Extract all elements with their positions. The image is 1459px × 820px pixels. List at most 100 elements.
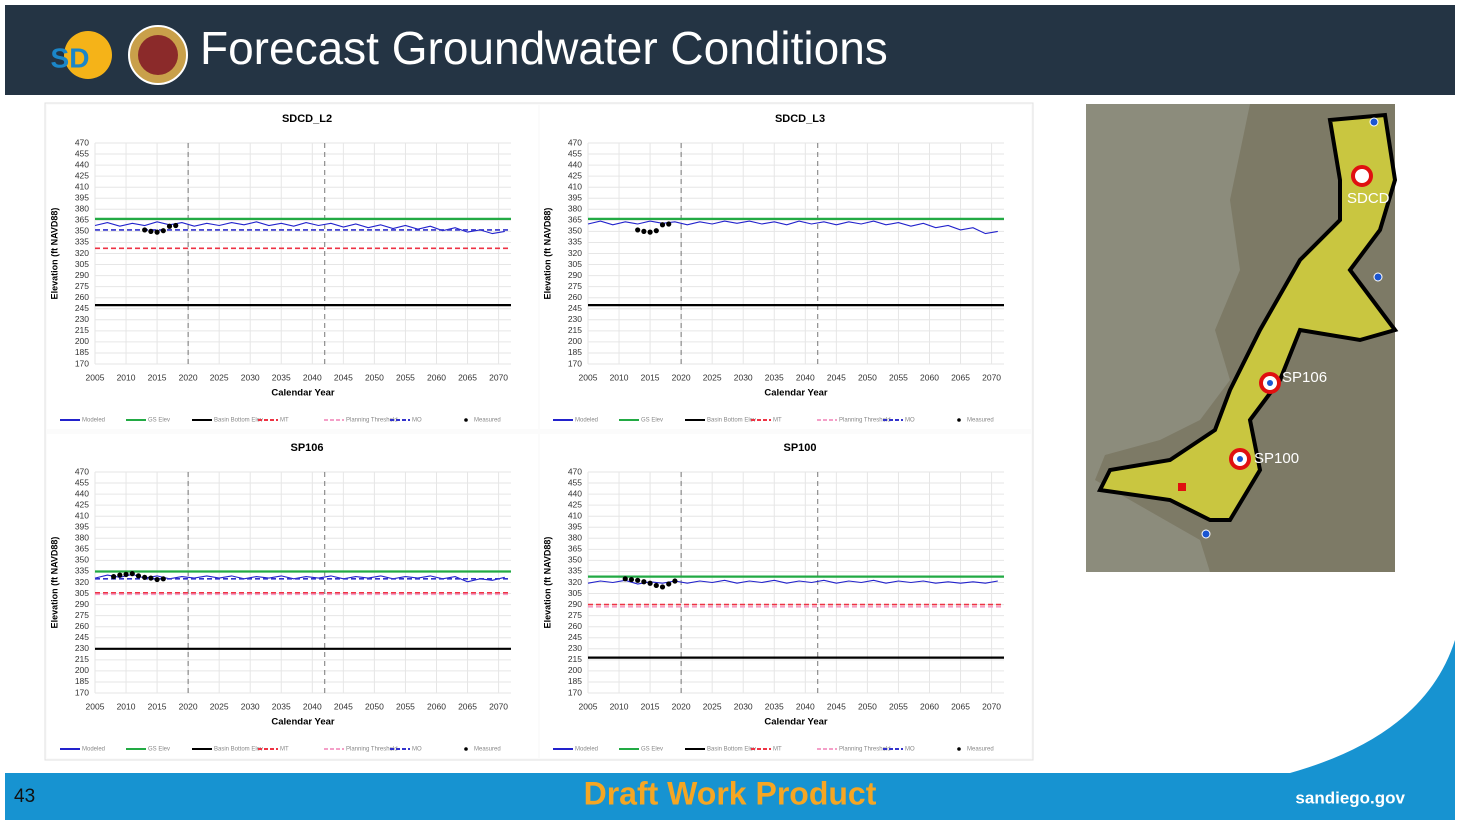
x-tick-label: 2070 xyxy=(982,701,1001,711)
y-tick-label: 185 xyxy=(568,347,582,357)
y-tick-label: 260 xyxy=(75,292,89,302)
x-axis-label: Calendar Year xyxy=(764,388,828,399)
x-tick-label: 2050 xyxy=(365,701,384,711)
header-bar xyxy=(5,5,1455,95)
site-dot xyxy=(1369,117,1379,127)
y-tick-label: 440 xyxy=(75,488,89,498)
y-tick-label: 335 xyxy=(568,566,582,576)
y-tick-label: 455 xyxy=(568,148,582,158)
legend-marker xyxy=(464,418,468,422)
x-tick-label: 2065 xyxy=(951,372,970,382)
measured-point xyxy=(154,576,160,583)
x-tick-label: 2070 xyxy=(489,701,508,711)
x-tick-label: 2020 xyxy=(672,701,691,711)
y-tick-label: 320 xyxy=(568,577,582,587)
y-tick-label: 290 xyxy=(75,270,89,280)
site-dot xyxy=(1201,529,1211,539)
well-dot xyxy=(1237,456,1243,462)
footer-swoosh xyxy=(1290,640,1455,773)
y-tick-label: 215 xyxy=(568,654,582,664)
measured-point xyxy=(622,576,628,582)
y-tick-label: 425 xyxy=(75,499,89,509)
y-tick-label: 320 xyxy=(75,248,89,258)
map-label: SP106 xyxy=(1282,369,1327,386)
legend-label: MO xyxy=(905,747,915,753)
measured-point xyxy=(659,584,666,590)
chart-background xyxy=(47,434,538,758)
site-url: sandiego.gov xyxy=(1295,788,1405,807)
x-tick-label: 2020 xyxy=(179,701,198,711)
legend-label: Modeled xyxy=(575,747,598,753)
legend-marker xyxy=(957,418,961,422)
y-tick-label: 215 xyxy=(568,325,582,335)
y-tick-label: 230 xyxy=(568,314,582,324)
map-label: SDCD xyxy=(1347,190,1390,207)
y-tick-label: 425 xyxy=(75,170,89,180)
y-tick-label: 305 xyxy=(75,259,89,269)
y-tick-label: 230 xyxy=(75,314,89,324)
legend-label: MT xyxy=(280,747,289,753)
measured-point xyxy=(666,221,672,227)
y-tick-label: 365 xyxy=(75,544,89,554)
logo-text: SD xyxy=(51,42,90,73)
chart: SP106 17018520021523024526027529030532033… xyxy=(47,434,538,758)
y-tick-label: 380 xyxy=(75,204,89,214)
y-tick-label: 245 xyxy=(75,632,89,642)
x-tick-label: 2025 xyxy=(210,372,229,382)
series-line xyxy=(587,579,998,585)
y-tick-label: 215 xyxy=(75,325,89,335)
y-tick-label: 245 xyxy=(568,303,582,313)
well-marker xyxy=(1351,165,1373,187)
x-tick-label: 2065 xyxy=(458,701,477,711)
y-tick-label: 170 xyxy=(75,687,89,697)
y-tick-label: 275 xyxy=(75,610,89,620)
measured-point xyxy=(666,581,672,587)
y-tick-label: 440 xyxy=(568,159,582,169)
y-tick-label: 335 xyxy=(75,237,89,247)
legend-label: Planning Threshold xyxy=(346,418,398,424)
measured-point xyxy=(154,229,160,235)
x-axis-label: Calendar Year xyxy=(764,717,828,728)
legend-label: Basin Bottom Elev xyxy=(214,747,263,753)
series-line xyxy=(94,221,505,235)
chart: SDCD_L3 170185200215230245260275290305320… xyxy=(540,105,1031,429)
x-tick-label: 2015 xyxy=(641,372,660,382)
x-tick-label: 2045 xyxy=(827,372,846,382)
x-tick-label: 2025 xyxy=(703,372,722,382)
y-tick-label: 425 xyxy=(568,170,582,180)
y-tick-label: 320 xyxy=(568,248,582,258)
y-tick-label: 440 xyxy=(75,159,89,169)
y-tick-label: 230 xyxy=(568,643,582,653)
x-tick-label: 2005 xyxy=(579,701,598,711)
legend-label: MO xyxy=(412,747,422,753)
legend-label: Planning Threshold xyxy=(839,418,891,424)
measured-point xyxy=(123,571,129,577)
legend-label: Measured xyxy=(967,418,994,424)
x-axis-label: Calendar Year xyxy=(271,717,335,728)
legend-label: Basin Bottom Elev xyxy=(214,418,263,424)
slide-title: Forecast Groundwater Conditions xyxy=(200,22,888,74)
x-tick-label: 2070 xyxy=(489,372,508,382)
y-tick-label: 245 xyxy=(568,632,582,642)
chart: SDCD_L2 170185200215230245260275290305320… xyxy=(47,105,538,429)
x-tick-label: 2005 xyxy=(86,701,105,711)
y-axis-label: Elevation (ft NAVD88) xyxy=(542,208,552,300)
measured-point xyxy=(173,222,179,229)
legend-label: Planning Threshold xyxy=(346,747,398,753)
map-terrain xyxy=(1095,104,1395,572)
chart-background xyxy=(540,434,1031,758)
y-tick-label: 380 xyxy=(75,533,89,543)
map: SDCD SP106 SP100 xyxy=(1086,104,1399,572)
y-tick-label: 455 xyxy=(75,477,89,487)
y-tick-label: 185 xyxy=(75,347,89,357)
measured-point xyxy=(148,228,154,234)
y-tick-label: 410 xyxy=(568,181,582,191)
well-dot xyxy=(1267,380,1273,386)
legend-label: Measured xyxy=(474,747,501,753)
x-tick-label: 2040 xyxy=(796,372,815,382)
measured-point xyxy=(142,574,148,580)
legend-label: Modeled xyxy=(82,747,105,753)
legend-label: MT xyxy=(773,747,782,753)
x-tick-label: 2005 xyxy=(86,372,105,382)
